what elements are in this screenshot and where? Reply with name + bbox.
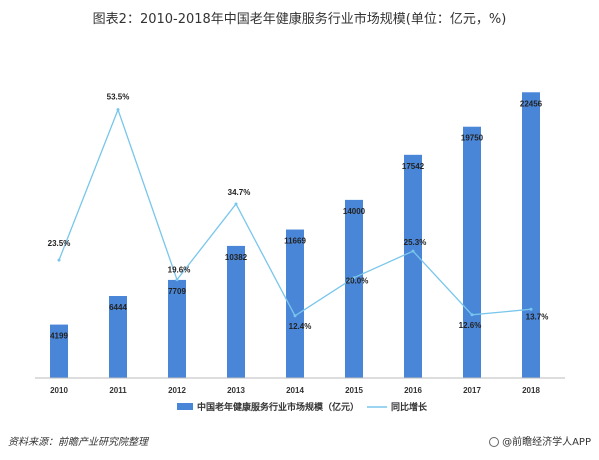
bar-2013	[227, 245, 245, 378]
legend-line-label: 同比增长	[391, 401, 428, 413]
bar-2015	[345, 199, 363, 378]
x-tick-label: 2016	[404, 386, 422, 395]
bar-value-label: 7709	[168, 287, 186, 296]
chart-title: 图表2：2010-2018年中国老年健康服务行业市场规模(单位：亿元，%)	[92, 12, 507, 27]
growth-point	[175, 278, 179, 282]
bar-2011	[109, 296, 127, 378]
bar-value-label: 10382	[225, 253, 248, 262]
bar-value-label: 11669	[284, 237, 306, 246]
growth-value-label: 20.0%	[346, 277, 369, 286]
legend-bar-label: 中国老年健康服务行业市场规模（亿元）	[197, 401, 359, 413]
bar-value-label: 14000	[343, 207, 366, 216]
growth-point	[470, 313, 474, 317]
bar-2012	[168, 279, 186, 378]
x-tick-label: 2015	[345, 386, 363, 395]
x-tick-label: 2013	[227, 386, 245, 395]
growth-point	[352, 276, 356, 280]
brand-text: @前瞻经济学人APP	[502, 437, 591, 448]
bar-value-label: 17542	[402, 162, 425, 171]
growth-value-label: 53.5%	[107, 93, 130, 102]
growth-value-label: 34.7%	[228, 188, 251, 197]
bar-2010	[50, 324, 68, 378]
growth-value-label: 23.5%	[48, 239, 71, 248]
x-tick-label: 2012	[168, 386, 186, 395]
growth-point	[234, 202, 238, 206]
x-tick-label: 2017	[463, 386, 481, 395]
legend-bar-swatch	[177, 403, 193, 410]
bar-value-label: 22456	[520, 99, 543, 108]
growth-value-label: 12.4%	[289, 322, 312, 331]
brand-logo-icon	[489, 437, 500, 447]
bar-value-label: 6444	[109, 303, 127, 312]
growth-value-label: 19.6%	[168, 266, 191, 275]
bar-value-label: 19750	[461, 134, 484, 143]
growth-point	[411, 249, 415, 253]
bar-2014	[286, 229, 304, 378]
growth-point	[57, 258, 61, 262]
x-tick-label: 2010	[50, 386, 68, 395]
source-note: 资料来源：前瞻产业研究院整理	[8, 437, 148, 448]
bar-value-label: 4199	[50, 332, 68, 341]
bar-2017	[463, 126, 481, 378]
bar-2018	[522, 92, 540, 378]
x-tick-label: 2011	[109, 386, 127, 395]
growth-value-label: 25.3%	[404, 238, 427, 247]
bar-2016	[404, 154, 422, 378]
x-tick-label: 2014	[286, 386, 304, 395]
growth-point	[116, 108, 120, 112]
growth-point	[293, 314, 297, 318]
growth-value-label: 12.6%	[459, 321, 482, 330]
x-tick-label: 2018	[522, 386, 540, 395]
brand-credit: @前瞻经济学人APP	[489, 433, 591, 448]
growth-value-label: 13.7%	[526, 312, 549, 321]
legend: 中国老年健康服务行业市场规模（亿元） 同比增长	[177, 401, 428, 413]
growth-point	[529, 307, 533, 311]
